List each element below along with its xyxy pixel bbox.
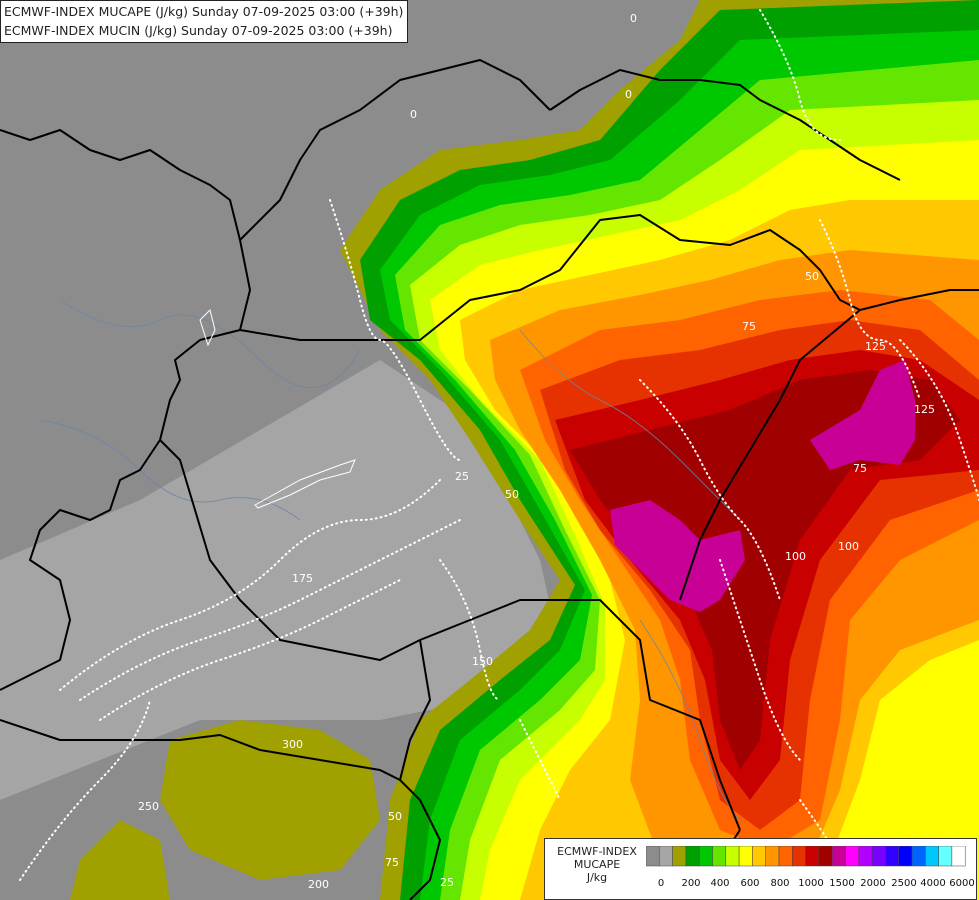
legend-swatch: [831, 846, 846, 867]
legend-swatch: [725, 846, 740, 867]
legend-swatch: [845, 846, 860, 867]
legend-tick-label: 4000: [920, 878, 946, 889]
legend-swatch: [805, 846, 820, 867]
legend-tick-label: 1500: [829, 878, 855, 889]
title-mucin: ECMWF-INDEX MUCIN (J/kg) Sunday 07-09-20…: [4, 23, 393, 38]
legend-tick-label: 2500: [891, 878, 917, 889]
contour-label: 75: [742, 320, 756, 333]
legend-swatch: [646, 846, 660, 867]
legend-tick-label: 1000: [798, 878, 824, 889]
legend-ticks: 0 200 400 600 800 1000 1500 2000 2500 4000 6000: [646, 878, 975, 892]
contour-label: 75: [853, 462, 867, 475]
contour-label: 100: [838, 540, 859, 553]
legend-tick-label: 600: [740, 878, 760, 889]
legend-tick-label: 6000: [949, 878, 975, 889]
contour-label: 25: [440, 876, 454, 889]
legend-swatch: [938, 846, 953, 867]
contour-label: 0: [625, 88, 632, 101]
legend-swatches: [646, 846, 966, 867]
legend-swatch: [672, 846, 687, 867]
legend-line1: ECMWF-INDEX: [557, 845, 637, 858]
legend-swatch: [871, 846, 886, 867]
legend-swatch: [778, 846, 793, 867]
legend-tick-label: 2000: [860, 878, 886, 889]
legend-swatch: [951, 846, 966, 867]
legend-swatch: [911, 846, 926, 867]
contour-label: 250: [138, 800, 159, 813]
legend-swatch: [659, 846, 673, 867]
legend-swatch: [752, 846, 766, 867]
legend-line3: J/kg: [586, 871, 608, 884]
legend-swatch: [698, 846, 713, 867]
contour-label: 50: [388, 810, 402, 823]
legend-swatch: [925, 846, 939, 867]
contour-label: 25: [455, 470, 469, 483]
title-mucape: ECMWF-INDEX MUCAPE (J/kg) Sunday 07-09-2…: [4, 4, 404, 19]
legend-swatch: [818, 846, 833, 867]
contour-label: 75: [385, 856, 399, 869]
legend-swatch: [858, 846, 873, 867]
contour-label: 125: [865, 340, 886, 353]
legend-title: ECMWF-INDEX MUCAPE J/kg: [549, 845, 645, 884]
color-legend: ECMWF-INDEX MUCAPE J/kg 0 200 400 600 800 100…: [544, 838, 977, 900]
legend-tick-label: 0: [657, 878, 665, 889]
legend-tick-label: 400: [710, 878, 730, 889]
contour-label: 100: [785, 550, 806, 563]
contour-label: 300: [282, 738, 303, 751]
legend-swatch: [712, 846, 727, 867]
legend-tick-label: 200: [681, 878, 701, 889]
legend-line2: MUCAPE: [573, 858, 621, 871]
contour-label: 175: [292, 572, 313, 585]
legend-swatch: [765, 846, 780, 867]
contour-label: 125: [914, 403, 935, 416]
contour-label: 50: [505, 488, 519, 501]
contour-label: 150: [472, 655, 493, 668]
map-title-box: ECMWF-INDEX MUCAPE (J/kg) Sunday 07-09-2…: [0, 0, 409, 43]
legend-swatch: [885, 846, 899, 867]
contour-label: 200: [308, 878, 329, 891]
contour-label: 0: [630, 12, 637, 25]
contour-label: 0: [410, 108, 417, 121]
contour-label: 50: [805, 270, 819, 283]
legend-swatch: [898, 846, 913, 867]
legend-swatch: [792, 846, 806, 867]
legend-swatch: [738, 846, 753, 867]
legend-swatch: [685, 846, 700, 867]
legend-tick-label: 800: [770, 878, 790, 889]
